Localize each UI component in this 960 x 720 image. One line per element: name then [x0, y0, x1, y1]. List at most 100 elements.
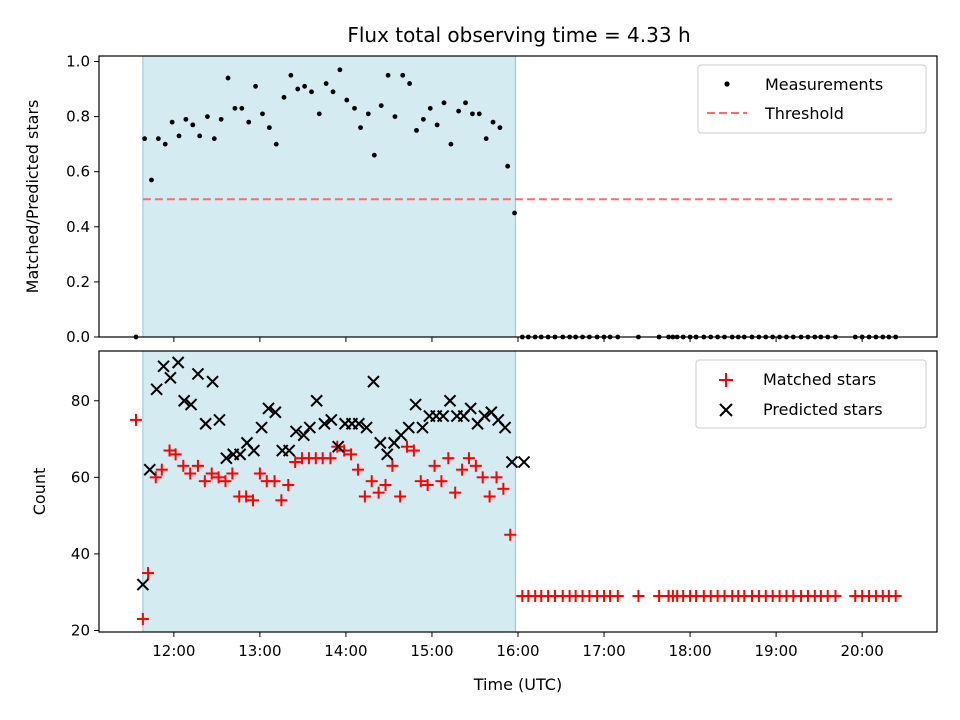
- predicted-star-point: [443, 394, 457, 407]
- predicted-star-point: [184, 398, 198, 411]
- measurement-point: [483, 136, 489, 142]
- matched-star-point: [247, 494, 260, 507]
- measurement-point: [225, 75, 231, 81]
- count-x-tick-label: 15:00: [410, 642, 453, 660]
- count-x-ticks: 12:00 13:00 14:00 15:00 16:00 17:00 18:00 19:00…: [152, 632, 884, 660]
- ratio-y-tick-label: 0.2: [66, 273, 90, 291]
- predicted-star-point: [360, 421, 373, 434]
- matched-star-point: [476, 471, 489, 484]
- matched-star-point: [136, 612, 149, 625]
- matched-star-point: [289, 456, 302, 469]
- measurement-point: [365, 111, 371, 117]
- measurement-point: [400, 72, 406, 78]
- measurement-point: [352, 105, 357, 111]
- measurement-point: [266, 125, 272, 131]
- legend-predicted-marker: [719, 403, 733, 417]
- measurement-point: [309, 89, 314, 95]
- predicted-star-point: [331, 440, 345, 453]
- predicted-star-point: [269, 406, 282, 419]
- predicted-star-point: [262, 402, 275, 415]
- count-y-tick-label: 20: [71, 621, 90, 639]
- matched-star-point: [198, 475, 211, 488]
- predicted-star-point: [220, 451, 233, 465]
- matched-star-point: [358, 490, 371, 503]
- predicted-star-point: [517, 455, 531, 469]
- ratio-y-tick-label: 0.8: [66, 108, 90, 126]
- measurement-point: [302, 83, 308, 89]
- measurement-point: [497, 125, 503, 131]
- matched-star-point: [191, 459, 204, 472]
- measurement-point: [420, 116, 426, 122]
- measurement-point: [183, 116, 189, 122]
- predicted-star-point: [282, 444, 296, 457]
- matched-star-point: [324, 452, 337, 465]
- matched-star-point: [129, 413, 142, 426]
- predicted-star-points: [136, 356, 531, 591]
- measurement-point: [211, 136, 217, 142]
- measurement-point: [239, 105, 245, 111]
- predicted-star-point: [436, 409, 450, 423]
- count-x-tick-label: 13:00: [238, 642, 281, 660]
- matched-star-point: [149, 471, 162, 484]
- measurement-point: [470, 111, 475, 117]
- ratio-x-ticks: [173, 337, 863, 342]
- ratio-y-tick-label: 0.6: [66, 163, 90, 181]
- matched-star-point: [163, 444, 176, 457]
- matched-star-point: [155, 463, 168, 476]
- measurement-point: [490, 119, 496, 125]
- measurement-point: [260, 111, 265, 117]
- matched-star-point: [428, 459, 441, 472]
- measurement-point: [155, 136, 161, 142]
- measurement-point: [218, 116, 224, 122]
- matched-star-point: [379, 478, 392, 491]
- ratio-y-tick-label: 0.4: [66, 218, 90, 236]
- predicted-star-point: [464, 402, 477, 415]
- matched-star-point: [414, 475, 427, 488]
- measurement-point: [295, 86, 301, 92]
- count-x-tick-label: 16:00: [496, 642, 539, 660]
- matched-star-point: [611, 590, 624, 603]
- predicted-star-point: [367, 375, 380, 388]
- count-y-tick-label: 40: [71, 545, 90, 563]
- measurement-point: [205, 114, 210, 120]
- matched-star-point: [212, 471, 225, 484]
- matched-star-point: [394, 490, 407, 503]
- measurement-point: [288, 72, 294, 78]
- ratio-y-ticks: 0.0 0.2 0.4 0.6 0.8 1.0: [66, 53, 99, 346]
- measurement-point: [281, 94, 287, 100]
- measurement-point: [414, 127, 419, 133]
- matched-star-point: [421, 478, 434, 491]
- matched-star-point: [456, 463, 469, 476]
- measurement-point: [441, 100, 447, 106]
- matched-star-points: [129, 413, 902, 625]
- ratio-y-axis-label: Matched/Predicted stars: [23, 100, 42, 294]
- predicted-star-point: [157, 360, 170, 373]
- measurement-point: [427, 105, 433, 111]
- predicted-star-point: [191, 367, 205, 381]
- matched-star-point: [219, 475, 232, 488]
- predicted-star-point: [233, 448, 247, 461]
- matched-star-point: [253, 467, 266, 480]
- legend-matched-marker: [719, 373, 733, 387]
- matched-star-point: [338, 444, 351, 457]
- predicted-star-point: [374, 436, 387, 450]
- observing-span: [142, 350, 516, 633]
- predicted-star-point: [409, 398, 422, 411]
- count-x-tick-label: 12:00: [152, 642, 195, 660]
- matched-star-point: [401, 440, 414, 453]
- measurement-point: [358, 125, 363, 131]
- legend-measurements-marker: [724, 81, 730, 87]
- count-y-tick-label: 60: [71, 468, 90, 486]
- predicted-star-point: [213, 413, 226, 427]
- matched-star-point: [275, 494, 288, 507]
- measurement-point: [407, 81, 412, 86]
- matched-star-point: [407, 444, 420, 457]
- matched-star-point: [829, 590, 842, 603]
- count-y-tick-label: 80: [71, 392, 90, 410]
- measurement-point: [149, 177, 154, 183]
- predicted-star-point: [297, 429, 310, 442]
- predicted-star-point: [402, 421, 415, 434]
- measurement-point: [385, 72, 391, 78]
